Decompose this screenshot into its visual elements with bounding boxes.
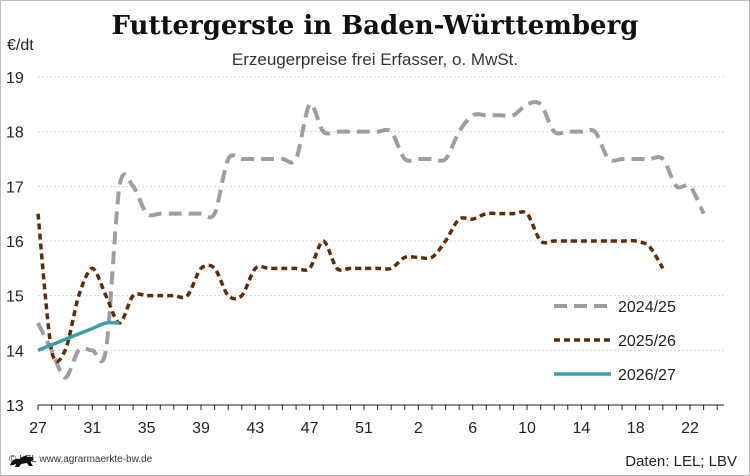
x-tick-label: 35: [138, 420, 156, 437]
x-tick-label: 18: [627, 420, 645, 437]
x-tick-label: 47: [301, 420, 319, 437]
x-tick-label: 51: [355, 420, 373, 437]
series-lines: [36, 100, 706, 380]
x-tick-label: 39: [192, 420, 210, 437]
x-tick-label: 2: [414, 420, 423, 437]
y-tick-label: 17: [6, 179, 24, 196]
y-tick-label: 14: [6, 343, 24, 360]
legend-label: 2025/26: [618, 333, 676, 350]
y-tick-label: 19: [6, 70, 24, 87]
y-axis-unit: €/dt: [7, 37, 34, 54]
x-tick-label: 10: [518, 420, 536, 437]
x-tick-label: 43: [246, 420, 264, 437]
x-tick-label: 22: [681, 420, 699, 437]
footer-data-source: Daten: LEL; LBV: [625, 453, 737, 470]
chart-subtitle: Erzeugerpreise frei Erfasser, o. MwSt.: [231, 50, 519, 69]
y-tick-label: 13: [6, 398, 24, 415]
y-tick-label: 18: [6, 125, 24, 142]
lion-logo-icon: [10, 455, 34, 467]
x-tick-labels: 27 31 35 39 43 47 51 2 6 10 14 18 22: [29, 405, 718, 437]
y-tick-labels: 13 14 15 16 17 18 19: [6, 70, 24, 415]
series-line-2025-26: [36, 210, 665, 364]
y-tick-label: 16: [6, 234, 24, 251]
chart-title: Futtergerste in Baden-Württemberg: [111, 11, 639, 41]
footer-source-left: © LEL www.agrarmaerkte-bw.de: [9, 454, 153, 467]
series-line-2024-25: [36, 100, 706, 380]
legend-label: 2026/27: [618, 367, 676, 384]
x-tick-label: 27: [29, 420, 47, 437]
legend: 2024/25 2025/26 2026/27: [554, 299, 676, 384]
x-tick-label: 31: [83, 420, 101, 437]
grid-lines: [38, 76, 724, 406]
y-tick-label: 15: [6, 289, 24, 306]
footer-copyright: © LEL www.agrarmaerkte-bw.de: [9, 454, 153, 465]
legend-label: 2024/25: [618, 299, 676, 316]
series-line-2026-27: [37, 320, 120, 352]
x-tick-label: 14: [572, 420, 590, 437]
x-tick-label: 6: [468, 420, 477, 437]
